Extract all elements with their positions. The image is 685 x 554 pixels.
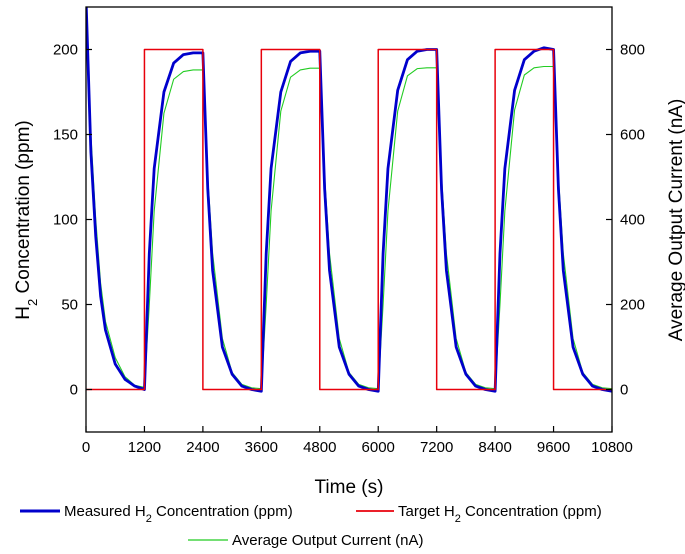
x-tick-label: 4800: [303, 439, 336, 456]
x-tick-label: 7200: [420, 439, 453, 456]
x-tick-label: 1200: [128, 439, 161, 456]
y2-tick-label: 800: [620, 42, 645, 59]
y-tick-label: 150: [53, 127, 78, 144]
y2-axis-title: Average Output Current (nA): [666, 99, 685, 342]
x-tick-label: 6000: [362, 439, 395, 456]
series-layer: [86, 7, 612, 393]
series-measured-line: [86, 7, 612, 393]
y-tick-label: 50: [61, 297, 78, 314]
y-tick-label: 0: [70, 382, 78, 399]
plot-frame: [85, 6, 613, 433]
y2-tick-label: 400: [620, 212, 645, 229]
y2-tick-label: 0: [620, 382, 628, 399]
legend-label-target: Target H2 Concentration (ppm): [398, 503, 602, 525]
y-tick-label: 200: [53, 42, 78, 59]
legend: Measured H2 Concentration (ppm) Target H…: [20, 503, 602, 549]
legend-label-current: Average Output Current (nA): [232, 532, 423, 549]
x-axis-title: Time (s): [315, 477, 384, 498]
x-tick-label: 9600: [537, 439, 570, 456]
y-tick-label: 100: [53, 212, 78, 229]
tick-layer: 0 1200 2400 3600 4800 6000 7200 8400 9600 1080005…: [53, 42, 645, 457]
x-tick-label: 8400: [478, 439, 511, 456]
y-axis-title: H2 Concentration (ppm): [13, 120, 40, 319]
series-current-line: [86, 7, 612, 390]
series-target-line: [86, 48, 612, 391]
y2-tick-label: 200: [620, 297, 645, 314]
x-tick-label: 2400: [186, 439, 219, 456]
x-tick-label: 10800: [591, 439, 633, 456]
legend-label-measured: Measured H2 Concentration (ppm): [64, 503, 293, 525]
y2-tick-label: 600: [620, 127, 645, 144]
x-tick-label: 3600: [245, 439, 278, 456]
x-tick-label: 0: [82, 439, 90, 456]
